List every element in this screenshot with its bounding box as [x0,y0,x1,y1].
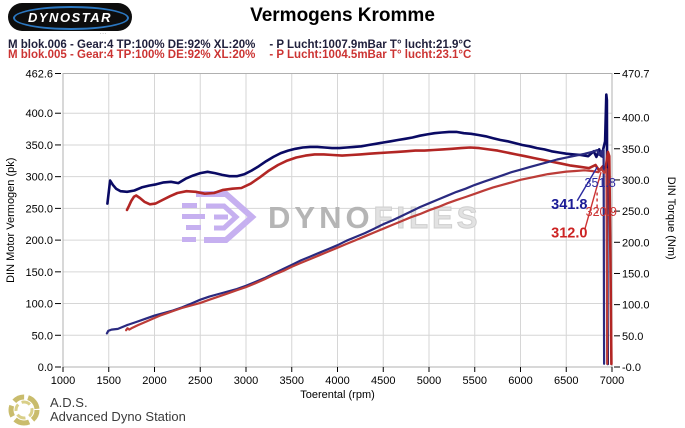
watermark-files: FILES [373,199,482,235]
right-tick-label: 150.0 [622,268,650,280]
left-tick-label: 0.0 [38,362,53,374]
page-title: Vermogens Kromme [250,5,435,26]
x-tick-label: 1000 [51,375,75,387]
dynofiles-watermark: DYNOFILES [182,186,481,248]
left-axis-title: DIN Motor Vermogen (pk) [5,158,17,283]
right-tick-label: 350.0 [622,144,650,156]
x-tick-label: 7000 [600,375,624,387]
x-axis-title: Toerental (rpm) [300,389,375,401]
peak-leader-line [576,166,598,202]
x-tick-label: 6000 [508,375,532,387]
ads-name: Advanced Dyno Station [50,409,186,424]
right-tick-label: 250.0 [622,206,650,218]
curve-power-blok005 [124,167,609,365]
watermark-text: DYNOFILES [268,199,482,235]
left-tick-label: 350.0 [25,140,53,152]
right-tick-label: 100.0 [622,300,650,312]
x-tick-label: 3500 [280,375,304,387]
right-tick-label: 50.0 [622,331,643,343]
left-tick-label: 250.0 [25,203,53,215]
right-tick-label: 470.7 [622,69,650,81]
left-tick-label: 200.0 [25,235,53,247]
ads-abbr: A.D.S. [50,395,88,411]
curve-torque-blok005 [125,146,613,366]
run-ambient: - P Lucht:1007.9mBar T° lucht:21.9°C [269,39,472,51]
dynostar-logo-text: DYNOSTAR [28,9,112,25]
left-tick-label: 462.6 [25,69,53,81]
ads-text: A.D.S. Advanced Dyno Station [50,396,186,423]
x-tick-label: 2000 [142,375,166,387]
left-tick-label: 50.0 [32,330,53,342]
peak-value-label: 312.0 [551,226,587,242]
x-tick-label: 3000 [234,375,258,387]
dynostar-logo: DYNOSTAR [8,3,132,31]
run-label: M blok.006 - Gear:4 TP:100% DE:92% XL:20… [8,39,256,51]
x-tick-label: 6500 [554,375,578,387]
left-tick-label: 400.0 [25,108,53,120]
x-tick-label: 2500 [188,375,212,387]
ads-swirl-icon [8,394,40,426]
peak-leader-line [584,172,602,229]
x-tick-label: 5000 [417,375,441,387]
peak-value-label: 341.8 [551,197,587,213]
peak-value-label: 351.8 [585,176,616,190]
run-label: M blok.005 - Gear:4 TP:100% DE:92% XL:20… [8,49,256,61]
x-tick-label: 1500 [97,375,121,387]
left-tick-label: 150.0 [25,267,53,279]
dynostar-logo-ellipse [13,6,129,30]
right-tick-label: -0.0 [622,362,641,374]
logo-fineprint: ... [100,30,108,36]
left-tick-label: 300.0 [25,172,53,184]
curve-torque-blok006 [106,93,610,366]
x-tick-label: 4500 [371,375,395,387]
left-tick-label: 100.0 [25,299,53,311]
run-info-blok005: M blok.005 - Gear:4 TP:100% DE:92% XL:20… [8,49,471,61]
run-ambient: - P Lucht:1004.5mBar T° lucht:23.1°C [269,49,472,61]
right-tick-label: 400.0 [622,113,650,125]
right-tick-label: 300.0 [622,175,650,187]
ads-logo: A.D.S. Advanced Dyno Station [6,392,186,428]
dynofiles-chevron-icon [182,191,257,243]
run-info-blok006: M blok.006 - Gear:4 TP:100% DE:92% XL:20… [8,39,471,51]
x-tick-label: 5500 [463,375,487,387]
x-tick-label: 4000 [325,375,349,387]
peak-value-label: 320.9 [586,205,617,219]
watermark-dyno: DYNO [268,199,374,235]
right-axis-title: DIN Torque (Nm) [665,177,677,260]
right-tick-label: 200.0 [622,237,650,249]
